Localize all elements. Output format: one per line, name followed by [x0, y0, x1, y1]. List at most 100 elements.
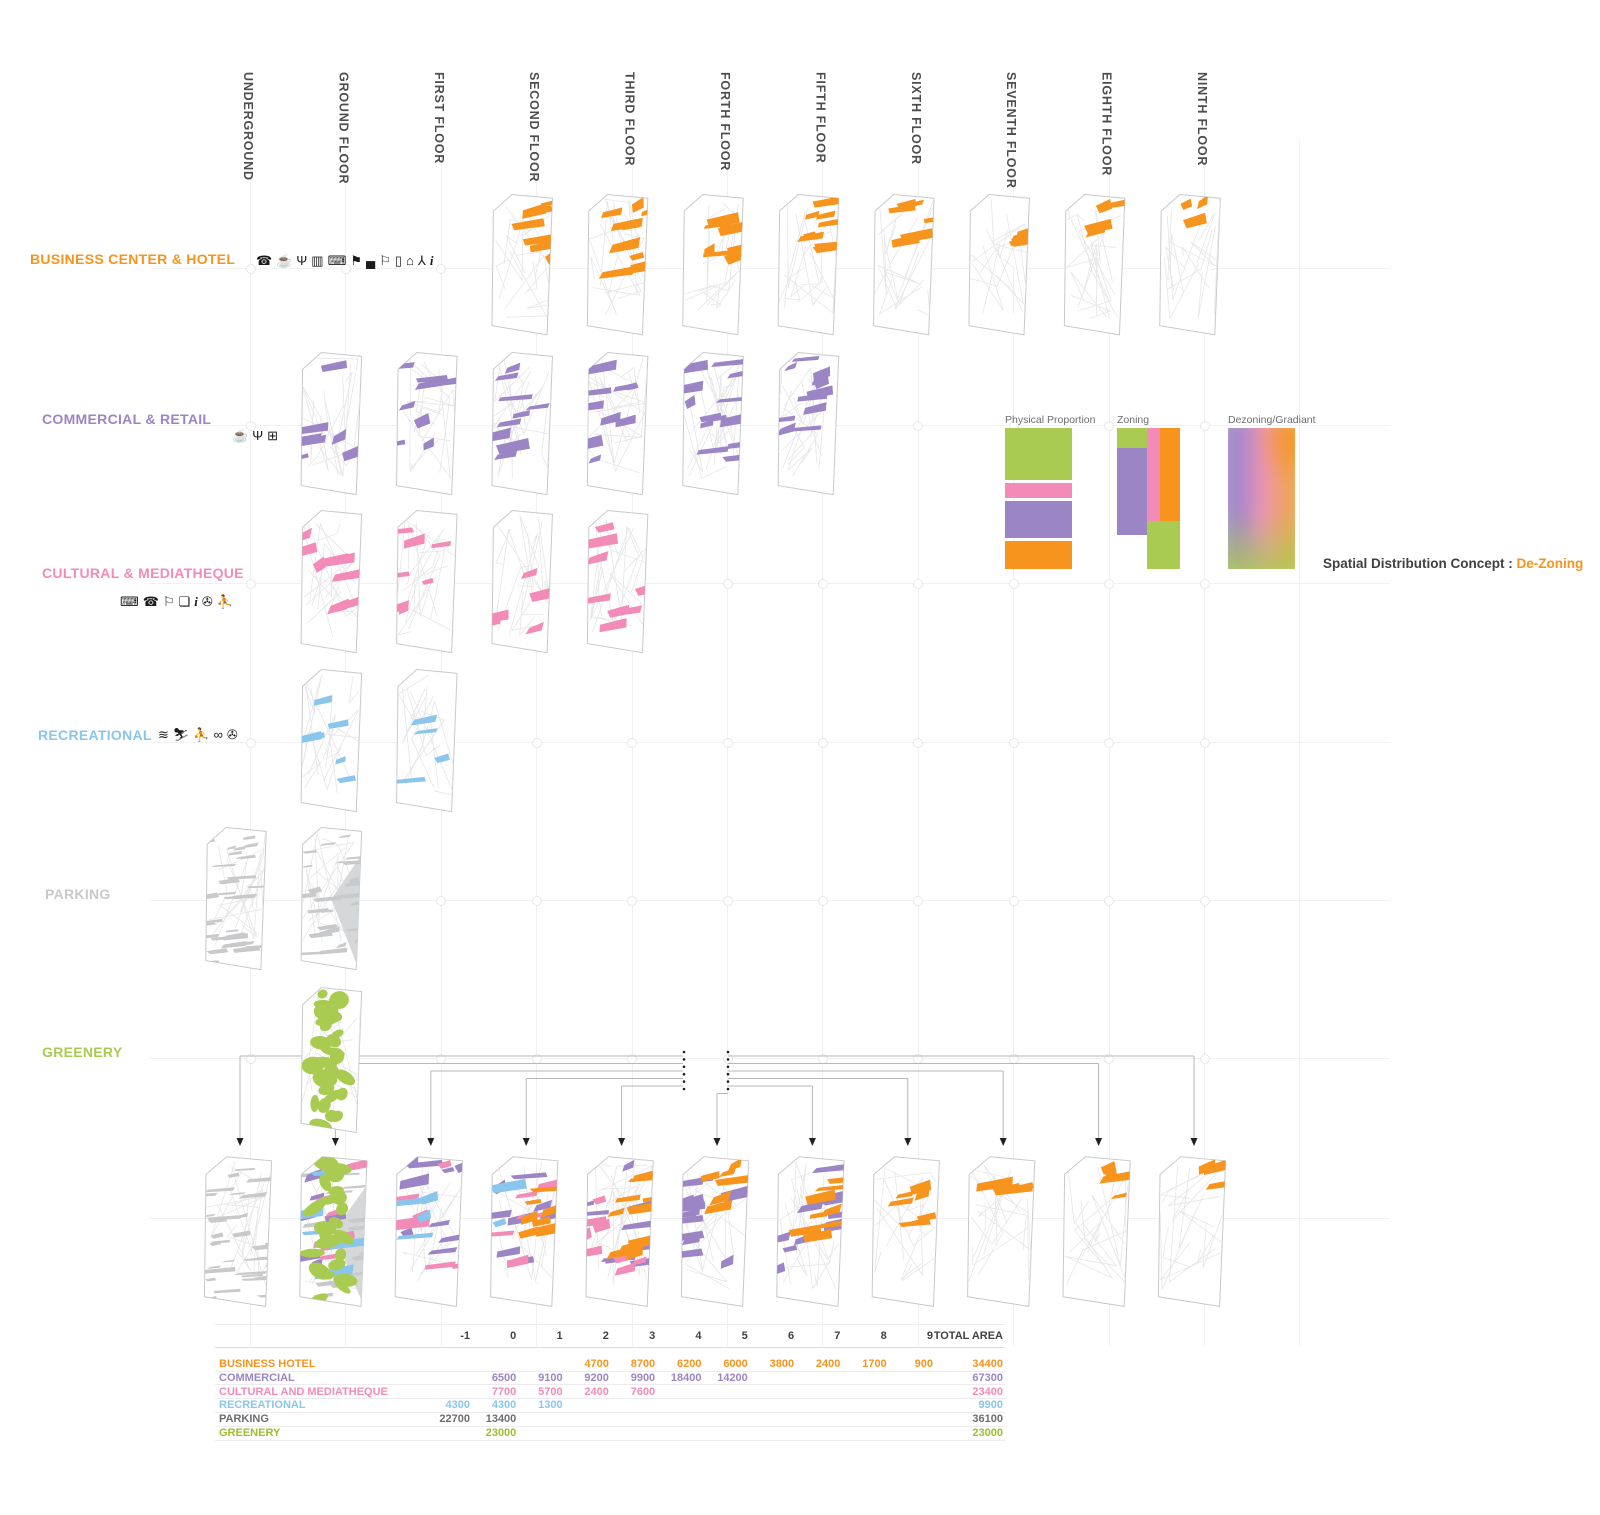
hanger-icon: ⅄ [417, 253, 430, 268]
grid-node [1008, 895, 1019, 906]
grid-row-line-combined [150, 1218, 1390, 1219]
plan-business-col5 [682, 193, 744, 336]
grid-row-line-cultural [150, 583, 1390, 584]
connector-bus [239, 1055, 1195, 1138]
table-cell: 5700 [538, 1385, 563, 1398]
table-col-header-0: 0 [510, 1330, 517, 1342]
table-row-line [215, 1439, 1005, 1441]
arrow-down-icon [713, 1138, 721, 1146]
plan-outline [394, 1156, 463, 1307]
table-row-line [215, 1411, 1005, 1413]
table-cell: 13400 [485, 1413, 517, 1426]
table-header-line [215, 1347, 1005, 1348]
folder-icon: ❏ [178, 594, 195, 609]
grid-node [1104, 895, 1115, 906]
computer-icon: ⌨ [120, 594, 143, 609]
grid-row-line-greenery [150, 1058, 1390, 1059]
film-reel-icon: ✇ [226, 727, 242, 742]
physical-proportion-chart [1005, 428, 1072, 569]
grid-node [1199, 1053, 1210, 1064]
plan-commercial-col4 [586, 352, 649, 496]
arrow-down-icon [236, 1138, 244, 1146]
coffee-icon: ☕ [276, 253, 297, 268]
plan-outline [1063, 193, 1126, 336]
table-cell: 8700 [630, 1358, 656, 1370]
swimmer-icon: ≋ [158, 727, 173, 742]
book-icon: ▥ [311, 253, 328, 268]
plan-combined-col7 [871, 1156, 940, 1307]
plan-combined-col9 [1062, 1156, 1131, 1307]
table-cell: 3800 [769, 1358, 795, 1370]
dezoning-gradient [1228, 428, 1295, 569]
plan-outline [777, 193, 840, 336]
restaurant-icon: Ψ [296, 253, 312, 268]
floor-header-10: NINTH FLOOR [1195, 72, 1209, 167]
coffee-icon: ☕ [232, 428, 253, 443]
table-col-header-5: 5 [741, 1330, 748, 1342]
plan-outline [873, 193, 935, 336]
floor-header-0: UNDERGROUND [241, 72, 255, 181]
plan-outline [967, 1156, 1036, 1307]
plan-commercial-col3 [491, 352, 553, 496]
icon-row-recreational: ≋⛷⛹∞✇ [158, 727, 242, 743]
table-row-label-1: COMMERCIAL [219, 1371, 295, 1384]
table-cell: 23000 [485, 1427, 517, 1439]
grid-node [340, 263, 351, 274]
zoning-pink-strip [1147, 428, 1160, 522]
zoning-purple-block [1117, 447, 1148, 536]
icon-row-commercial: ☕Ψ⊞ [232, 428, 282, 444]
table-cell: 7700 [491, 1385, 517, 1398]
plan-combined-col10 [1157, 1156, 1227, 1307]
bed-icon: ▄ [365, 253, 380, 268]
flag-icon: ⚑ [350, 253, 366, 268]
grid-node [913, 737, 924, 748]
plan-business-col6 [777, 193, 840, 336]
zoning-chart [1117, 428, 1180, 569]
table-cell: 22700 [439, 1413, 470, 1426]
pp-cultural-block [1005, 483, 1072, 498]
arrow-down-icon [427, 1138, 435, 1146]
grid-node [245, 737, 256, 748]
table-col-header-8: 8 [880, 1330, 887, 1342]
category-label-commercial: COMMERCIAL & RETAIL [42, 411, 212, 427]
grid-node [245, 263, 256, 274]
table-cell: 4300 [491, 1399, 517, 1412]
plan-commercial-col6 [777, 352, 840, 496]
grid-node [245, 1053, 256, 1064]
grid-node [1008, 578, 1019, 589]
table-row-line [215, 1370, 1005, 1372]
restaurant-icon: Ψ [252, 428, 268, 443]
arrow-down-icon [1095, 1138, 1103, 1146]
floor-header-6: FIFTH FLOOR [813, 72, 828, 164]
table-cell: 9900 [630, 1371, 656, 1384]
plan-cultural-col4 [586, 510, 649, 654]
table-row-label-3: RECREATIONAL [219, 1399, 306, 1412]
table-row-label-2: CULTURAL AND MEDIATHEQUE [219, 1385, 388, 1398]
plan-recreational-col2 [396, 669, 458, 813]
table-top-line [215, 1324, 1005, 1325]
info-icon: i [194, 594, 202, 609]
caption-prefix: Spatial Distribution Concept : [1323, 556, 1517, 571]
arrow-down-icon [904, 1138, 912, 1146]
table-cell: 6200 [677, 1358, 702, 1370]
table-col-header-4: 4 [695, 1330, 702, 1342]
icon-row-cultural: ⌨☎⚐❏i✇⛹ [120, 594, 237, 610]
grid-node [1104, 578, 1115, 589]
table-col-header--1: -1 [460, 1330, 470, 1342]
plan-cultural-col1 [300, 510, 363, 654]
table-cell: 4700 [584, 1358, 609, 1370]
table-cell: 1300 [538, 1399, 563, 1412]
grid-node [913, 578, 924, 589]
category-label-recreational: RECREATIONAL [38, 727, 152, 743]
plan-commercial-col2 [396, 352, 458, 496]
floor-header-4: THIRD FLOOR [622, 72, 637, 167]
grid-row-line-commercial [150, 425, 1390, 426]
table-total-1: 67300 [972, 1371, 1003, 1384]
zoning-green-top [1117, 428, 1148, 448]
info-icon: i [429, 253, 438, 268]
phone-icon: ☎ [142, 594, 163, 609]
grid-row-line-parking [150, 900, 1390, 901]
table-cell: 9100 [538, 1371, 563, 1384]
table-cell: 4300 [445, 1399, 470, 1412]
